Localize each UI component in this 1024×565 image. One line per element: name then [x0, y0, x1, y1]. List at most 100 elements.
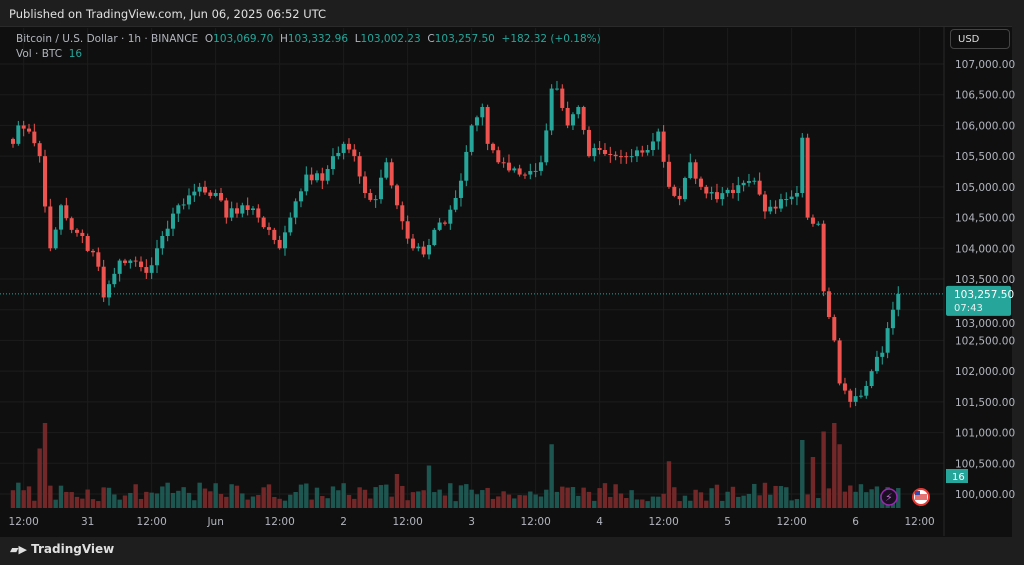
- volume-bar: [560, 486, 565, 508]
- volume-bar: [752, 483, 757, 508]
- volume-bar: [26, 486, 32, 508]
- volume-bar: [629, 490, 634, 508]
- volume-bar: [746, 493, 752, 508]
- volume-bar: [853, 491, 858, 508]
- x-tick-label: 12:00: [521, 516, 551, 528]
- brand-name: TradingView: [31, 542, 115, 556]
- volume-bar: [554, 491, 560, 508]
- volume-bar: [896, 488, 901, 508]
- volume-bar: [240, 493, 245, 508]
- candle-body: [442, 222, 447, 224]
- us-flag-stripes: [915, 494, 927, 500]
- candle-body: [512, 168, 517, 171]
- volume-bar: [341, 483, 346, 508]
- volume-bar: [693, 489, 698, 508]
- candle-body: [346, 143, 351, 150]
- volume-bar: [768, 494, 773, 508]
- candle-body: [490, 143, 495, 151]
- candle-body: [90, 250, 95, 253]
- volume-bar: [85, 489, 90, 508]
- candle-body: [698, 178, 703, 187]
- y-tick-label: 106,500.00: [955, 90, 1015, 102]
- last-price-value: 103,257.50: [954, 289, 1014, 301]
- candle-body: [661, 131, 666, 162]
- candle-body: [96, 252, 101, 267]
- volume-bar: [277, 498, 282, 508]
- candle-body: [80, 232, 85, 236]
- candle-body: [693, 162, 698, 179]
- candle-body: [282, 232, 287, 249]
- us-flag-canton: [915, 491, 920, 495]
- currency-button[interactable]: USD: [950, 29, 1010, 49]
- candle-body: [298, 191, 303, 202]
- candle-body: [613, 154, 618, 157]
- x-tick-label: 6: [852, 516, 859, 528]
- tradingview-logo[interactable]: ▰▶ TradingView: [10, 542, 114, 556]
- volume-bar: [378, 485, 384, 508]
- y-tick-label: 103,000.00: [955, 318, 1015, 330]
- candle-body: [570, 114, 575, 126]
- candle-body: [69, 218, 74, 230]
- volume-bar: [32, 500, 37, 508]
- candle-body: [202, 186, 207, 193]
- volume-bar: [821, 431, 826, 508]
- candle-body: [250, 208, 255, 210]
- volume-bar: [218, 493, 224, 508]
- candle-body: [837, 340, 842, 384]
- candle-body: [496, 150, 501, 163]
- volume-bar: [181, 487, 186, 508]
- volume-bar: [16, 482, 21, 508]
- candle-body: [458, 180, 463, 198]
- volume-bar: [458, 485, 464, 508]
- candle-body: [816, 223, 821, 225]
- candle-body: [538, 162, 543, 171]
- candle-body: [218, 193, 223, 201]
- candle-body: [805, 137, 810, 218]
- close-value: 103,257.50: [434, 33, 495, 45]
- chart-area[interactable]: [0, 26, 1012, 537]
- candle-body: [405, 221, 410, 239]
- volume-bar: [597, 488, 602, 508]
- volume-bar: [645, 501, 650, 508]
- volume-bar: [586, 491, 592, 508]
- candle-body: [528, 171, 533, 175]
- volume-bar: [624, 498, 629, 508]
- symbol-title: Bitcoin / U.S. Dollar · 1h · BINANCE: [16, 33, 199, 45]
- y-tick-label: 102,500.00: [955, 335, 1015, 347]
- candle-body: [245, 205, 250, 210]
- volume-bar: [165, 482, 170, 508]
- candle-body: [154, 248, 159, 266]
- volume-bar: [565, 487, 570, 508]
- candle-body: [736, 185, 741, 193]
- volume-bar: [485, 487, 490, 508]
- volume-bar: [741, 495, 746, 508]
- volume-bar: [650, 496, 656, 508]
- volume-bar: [405, 500, 410, 508]
- volume-bar: [304, 483, 309, 508]
- volume-bar: [517, 495, 522, 508]
- volume-bar: [837, 444, 842, 508]
- candle-body: [778, 199, 783, 209]
- candle-body: [373, 199, 378, 201]
- candle-body: [752, 180, 757, 182]
- candle-body: [32, 131, 37, 144]
- candle-body: [581, 107, 586, 130]
- volume-bar: [250, 496, 256, 508]
- volume-bar: [442, 495, 448, 508]
- volume-bar: [133, 484, 138, 508]
- volume-bar: [544, 489, 549, 508]
- y-tick-label: 104,500.00: [955, 213, 1015, 225]
- candle-body: [762, 194, 767, 212]
- x-tick-label: 12:00: [265, 516, 295, 528]
- volume-bar: [373, 487, 378, 508]
- candle-body: [853, 396, 858, 402]
- volume-bar: [144, 491, 149, 508]
- candle-body: [165, 228, 170, 236]
- y-tick-label: 105,000.00: [955, 182, 1015, 194]
- volume-bar: [138, 498, 144, 508]
- x-tick-label: 2: [340, 516, 347, 528]
- candle-body: [208, 192, 213, 196]
- volume-bar: [581, 487, 586, 508]
- volume-bar: [773, 485, 778, 508]
